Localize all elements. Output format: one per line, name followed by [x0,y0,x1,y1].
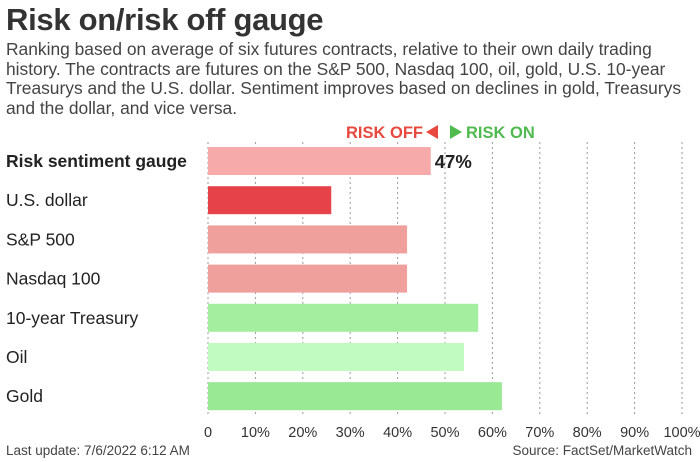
x-tick-label: 50% [430,425,459,440]
category-label: Risk sentiment gauge [6,151,187,171]
chart-title: Risk on/risk off gauge [6,2,324,37]
x-tick-label: 100% [663,425,700,440]
x-tick-label: 60% [478,425,507,440]
arrow-left-icon [426,125,438,139]
x-tick-label: 20% [288,425,317,440]
gauge-chart: RISK OFF RISK ON 47% Risk sentiment gauge… [6,124,700,440]
arrow-right-icon [450,125,462,139]
bar [208,225,408,254]
category-labels: Risk sentiment gauge U.S. dollar S&P 500 Na… [6,151,187,406]
x-tick-label: 0 [204,425,212,440]
source-note: Source: FactSet/MarketWatch [512,443,692,458]
bars: 47% [208,147,502,411]
bar [208,264,408,293]
x-tick-label: 30% [336,425,365,440]
legend-risk-on: RISK ON [466,124,535,142]
bar [208,147,431,175]
legend: RISK OFF RISK ON [346,124,535,142]
category-label: S&P 500 [6,229,75,249]
x-tick-labels: 0 10% 20% 30% 40% 50% 60% 70% 80% 90% 100% [204,425,700,440]
x-tick-label: 10% [241,425,270,440]
last-update: Last update: 7/6/2022 6:12 AM [6,443,190,458]
gauge-value-label: 47% [435,151,472,172]
x-tick-label: 80% [573,425,602,440]
category-label: 10-year Treasury [6,308,139,328]
x-tick-label: 70% [525,425,554,440]
bar [208,186,332,215]
category-label: Oil [6,347,27,367]
x-tick-label: 40% [383,425,412,440]
category-label: Nasdaq 100 [6,269,101,289]
bar [208,382,502,411]
chart-subtitle: Ranking based on average of six futures … [6,39,682,118]
bar [208,303,479,332]
category-label: U.S. dollar [6,190,88,210]
bar [208,343,464,371]
category-label: Gold [6,386,43,406]
legend-risk-off: RISK OFF [346,124,423,142]
x-tick-label: 90% [620,425,649,440]
